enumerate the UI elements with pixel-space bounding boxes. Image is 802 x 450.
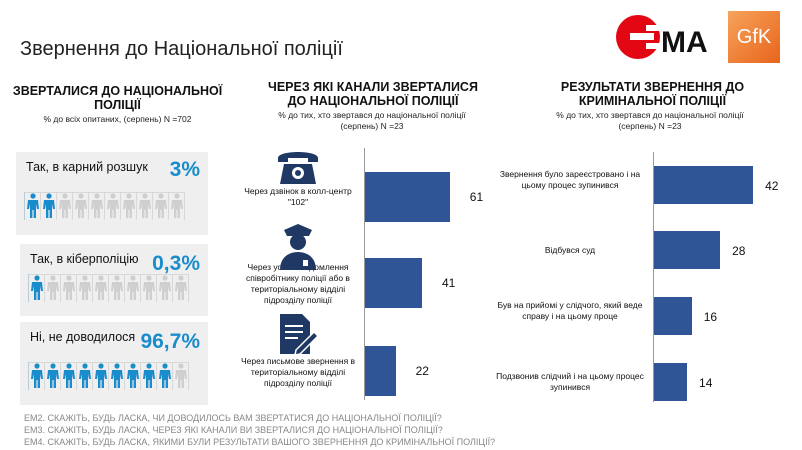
- category-label: Був на прийомі у слідчого, який веде спр…: [497, 299, 643, 321]
- person-empty-icon: [109, 274, 125, 302]
- people-icons: [28, 274, 189, 302]
- person-empty-icon: [73, 192, 89, 220]
- svg-text:MA: MA: [661, 26, 708, 59]
- page-title: Звернення до Національної поліції: [20, 38, 343, 60]
- person-filled-icon: [45, 362, 61, 390]
- card-label: Так, в кіберполіцію: [30, 252, 139, 266]
- document-pen-icon: [276, 312, 320, 361]
- footnote: ЕМ3. СКАЖІТЬ, БУДЬ ЛАСКА, ЧЕРЕЗ ЯКІ КАНА…: [24, 425, 443, 435]
- person-empty-icon: [173, 274, 189, 302]
- person-empty-icon: [153, 192, 169, 220]
- person-filled-icon: [61, 362, 77, 390]
- person-filled-icon: [25, 192, 41, 220]
- bar: [365, 346, 396, 396]
- person-empty-icon: [141, 274, 157, 302]
- channels-subtitle: % до тих, хто звертався до національної …: [278, 110, 466, 131]
- bar: [365, 172, 450, 222]
- person-filled-icon: [29, 362, 45, 390]
- bar: [654, 231, 721, 269]
- person-filled-icon: [29, 274, 45, 302]
- person-empty-icon: [169, 192, 185, 220]
- bar: [654, 363, 688, 401]
- person-empty-icon: [77, 274, 93, 302]
- bar: [654, 297, 692, 335]
- ema-logo: MA: [616, 12, 710, 62]
- person-filled-icon: [125, 362, 141, 390]
- results-subtitle: % до тих, хто звертався до національної …: [556, 110, 744, 131]
- person-empty-icon: [57, 192, 73, 220]
- person-empty-icon: [45, 274, 61, 302]
- channels-heading: ЧЕРЕЗ ЯКІ КАНАЛИ ЗВЕРТАЛИСЯ ДО НАЦІОНАЛЬ…: [268, 80, 478, 108]
- stat-card: Ні, не доводилося 96,7%: [20, 322, 208, 405]
- bar-value-label: 16: [703, 310, 718, 324]
- left-subtitle: % до всіх опитаних, (серпень) N =702: [43, 114, 192, 124]
- left-heading: ЗВЕРТАЛИСЯ ДО НАЦІОНАЛЬНОЇ ПОЛІЦІЇ: [12, 84, 223, 112]
- person-empty-icon: [61, 274, 77, 302]
- bar-value-label: 14: [699, 376, 713, 390]
- person-empty-icon: [89, 192, 105, 220]
- person-filled-icon: [77, 362, 93, 390]
- card-percent: 0,3%: [152, 252, 200, 275]
- person-filled-icon: [157, 362, 173, 390]
- footnote: ЕМ4. СКАЖІТЬ, БУДЬ ЛАСКА, ЯКИМИ БУЛИ РЕЗ…: [24, 437, 496, 447]
- person-empty-icon: [93, 274, 109, 302]
- bar-value-label: 28: [732, 244, 746, 258]
- person-empty-icon: [105, 192, 121, 220]
- people-icons: [28, 362, 189, 390]
- police-officer-icon: [276, 222, 320, 277]
- category-label: Через письмове звернення в територіально…: [240, 356, 356, 388]
- bar-value-label: 42: [765, 179, 779, 193]
- category-label: Подзвонив слідчий і на цьому процес зупи…: [496, 371, 644, 392]
- person-filled-icon: [41, 192, 57, 220]
- phone-icon: [276, 146, 320, 191]
- person-filled-icon: [109, 362, 125, 390]
- person-empty-icon: [121, 192, 137, 220]
- bar-value-label: 61: [469, 190, 484, 204]
- people-icons: [24, 192, 185, 220]
- footnote: ЕМ2. СКАЖІТЬ, БУДЬ ЛАСКА, ЧИ ДОВОДИЛОСЬ …: [24, 413, 442, 423]
- axis-line: [653, 152, 654, 402]
- bar: [654, 166, 754, 204]
- person-filled-icon: [141, 362, 157, 390]
- card-label: Ні, не доводилося: [30, 330, 136, 344]
- bar: [365, 258, 422, 308]
- category-label: Через дзвінок в колл-центр "102": [244, 186, 352, 207]
- card-percent: 96,7%: [140, 330, 200, 353]
- bar-value-label: 22: [415, 364, 429, 378]
- axis-line: [364, 148, 365, 400]
- category-label: Звернення було зареєстровано і на цьому …: [499, 168, 641, 190]
- person-empty-icon: [125, 274, 141, 302]
- category-label: Відбувся суд: [544, 244, 596, 255]
- person-filled-icon: [93, 362, 109, 390]
- card-label: Так, в карний розшук: [26, 160, 148, 174]
- results-heading: РЕЗУЛЬТАТИ ЗВЕРНЕННЯ ДО КРИМІНАЛЬНОЇ ПОЛ…: [560, 80, 745, 108]
- person-empty-icon: [137, 192, 153, 220]
- stat-card: Так, в карний розшук 3%: [16, 152, 208, 235]
- bar-value-label: 41: [441, 276, 456, 290]
- card-percent: 3%: [169, 158, 200, 181]
- person-empty-icon: [157, 274, 173, 302]
- gfk-logo: GfK: [728, 11, 780, 63]
- person-empty-icon: [173, 362, 189, 390]
- stat-card: Так, в кіберполіцію 0,3%: [20, 244, 208, 316]
